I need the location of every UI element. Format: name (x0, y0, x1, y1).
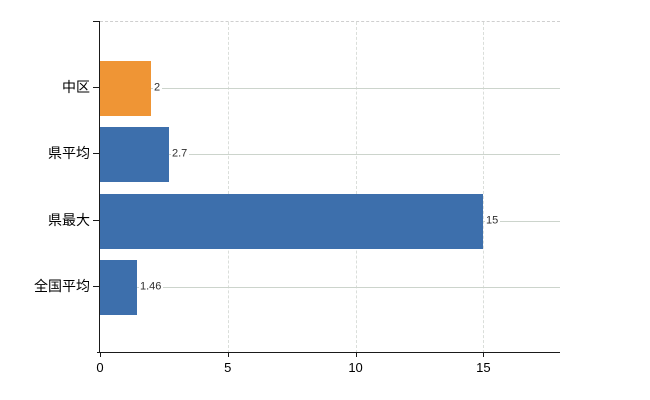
x-tick-label: 0 (96, 360, 104, 375)
bar-value-label: 1.46 (139, 280, 164, 294)
y-axis-line (99, 21, 100, 352)
y-axis-tick (93, 220, 99, 221)
x-tick-label: 15 (476, 360, 491, 375)
x-tick-label: 10 (348, 360, 363, 375)
x-axis-line (97, 352, 560, 353)
bar-value-label: 15 (485, 214, 501, 228)
x-axis-tick (100, 353, 101, 357)
vertical-gridline (355, 22, 357, 353)
category-label: 県最大 (48, 212, 90, 228)
horizontal-gridline (100, 154, 560, 155)
y-axis-top-tick (93, 21, 99, 22)
y-axis-tick (93, 286, 99, 287)
x-axis-tick (355, 353, 357, 357)
y-axis-tick (93, 153, 99, 154)
category-label: 全国平均 (34, 278, 90, 294)
x-axis-tick (483, 353, 485, 357)
vertical-gridline (227, 22, 229, 353)
bar-2 (100, 126, 169, 182)
bar-value-label: 2.7 (171, 147, 190, 161)
plot-area: 2 2.7 15 1.46 (100, 21, 560, 353)
bar-4 (100, 259, 137, 315)
x-axis-tick (227, 353, 229, 357)
bar-3 (100, 193, 483, 249)
bar-value-label: 2 (153, 81, 163, 95)
category-label: 中区 (62, 79, 90, 95)
x-tick-label: 5 (224, 360, 232, 375)
category-label: 県平均 (48, 145, 90, 161)
y-axis-tick (93, 87, 99, 88)
horizontal-gridline (100, 88, 560, 89)
vertical-gridline (483, 22, 485, 353)
bar-1 (100, 60, 151, 116)
horizontal-gridline (100, 287, 560, 288)
